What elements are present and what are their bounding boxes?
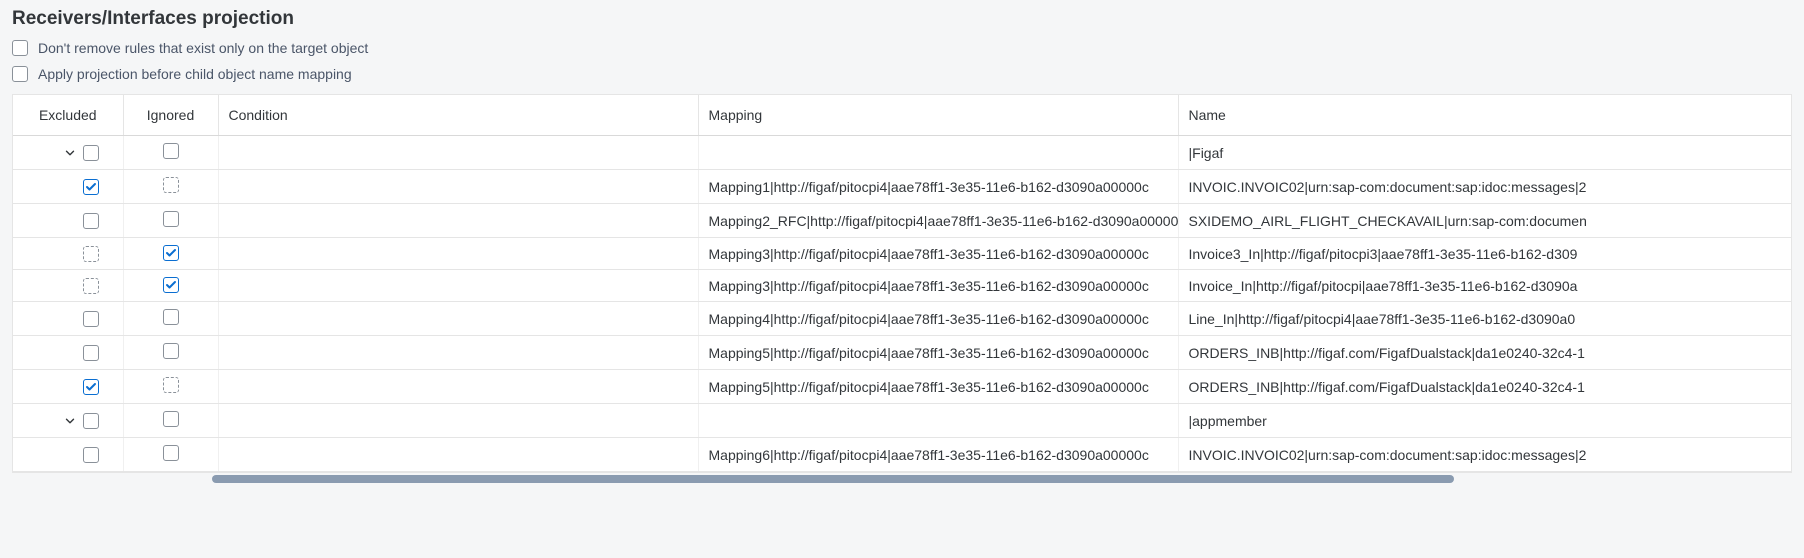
dont-remove-label: Don't remove rules that exist only on th… [38,40,368,56]
condition-cell[interactable] [218,370,698,404]
name-cell[interactable]: |appmember [1178,404,1791,438]
table-row[interactable]: Mapping6|http://figaf/pitocpi4|aae78ff1-… [13,438,1791,472]
option-apply-projection: Apply projection before child object nam… [12,66,1792,82]
ignored-checkbox[interactable] [163,211,179,227]
option-dont-remove: Don't remove rules that exist only on th… [12,40,1792,56]
dont-remove-checkbox[interactable] [12,40,28,56]
scroll-thumb[interactable] [212,475,1454,483]
col-header-condition[interactable]: Condition [218,95,698,136]
table-row[interactable]: Mapping3|http://figaf/pitocpi4|aae78ff1-… [13,238,1791,270]
page-title: Receivers/Interfaces projection [12,8,1792,30]
col-header-ignored[interactable]: Ignored [123,95,218,136]
options-group: Don't remove rules that exist only on th… [12,40,1792,82]
apply-projection-label: Apply projection before child object nam… [38,66,352,82]
condition-cell[interactable] [218,404,698,438]
condition-cell[interactable] [218,170,698,204]
ignored-checkbox[interactable] [163,411,179,427]
mapping-cell[interactable]: Mapping2_RFC|http://figaf/pitocpi4|aae78… [698,204,1178,238]
mapping-cell[interactable]: Mapping1|http://figaf/pitocpi4|aae78ff1-… [698,170,1178,204]
excluded-checkbox[interactable] [83,413,99,429]
excluded-checkbox[interactable] [83,179,99,195]
name-cell[interactable]: Invoice_In|http://figaf/pitocpi|aae78ff1… [1178,270,1791,302]
condition-cell[interactable] [218,204,698,238]
ignored-checkbox[interactable] [163,277,179,293]
mapping-cell[interactable] [698,136,1178,170]
table-row[interactable]: Mapping4|http://figaf/pitocpi4|aae78ff1-… [13,302,1791,336]
table-row[interactable]: Mapping5|http://figaf/pitocpi4|aae78ff1-… [13,336,1791,370]
table-row[interactable]: |Figaf [13,136,1791,170]
ignored-checkbox[interactable] [163,177,179,193]
condition-cell[interactable] [218,270,698,302]
excluded-checkbox[interactable] [83,345,99,361]
condition-cell[interactable] [218,336,698,370]
name-cell[interactable]: Line_In|http://figaf/pitocpi4|aae78ff1-3… [1178,302,1791,336]
mapping-cell[interactable]: Mapping3|http://figaf/pitocpi4|aae78ff1-… [698,238,1178,270]
mapping-cell[interactable]: Mapping5|http://figaf/pitocpi4|aae78ff1-… [698,370,1178,404]
table-row[interactable]: Mapping5|http://figaf/pitocpi4|aae78ff1-… [13,370,1791,404]
name-cell[interactable]: Invoice3_In|http://figaf/pitocpi3|aae78f… [1178,238,1791,270]
mapping-cell[interactable]: Mapping6|http://figaf/pitocpi4|aae78ff1-… [698,438,1178,472]
excluded-checkbox[interactable] [83,213,99,229]
condition-cell[interactable] [218,302,698,336]
projection-table: Excluded Ignored Condition Mapping Name … [12,94,1792,473]
ignored-checkbox[interactable] [163,343,179,359]
mapping-cell[interactable] [698,404,1178,438]
name-cell[interactable]: INVOIC.INVOIC02|urn:sap-com:document:sap… [1178,170,1791,204]
excluded-checkbox[interactable] [83,278,99,294]
table-row[interactable]: Mapping3|http://figaf/pitocpi4|aae78ff1-… [13,270,1791,302]
condition-cell[interactable] [218,136,698,170]
ignored-checkbox[interactable] [163,245,179,261]
chevron-down-icon[interactable] [63,414,77,428]
col-header-excluded[interactable]: Excluded [13,95,123,136]
name-cell[interactable]: ORDERS_INB|http://figaf.com/FigafDualsta… [1178,370,1791,404]
excluded-checkbox[interactable] [83,447,99,463]
mapping-cell[interactable]: Mapping5|http://figaf/pitocpi4|aae78ff1-… [698,336,1178,370]
mapping-cell[interactable]: Mapping4|http://figaf/pitocpi4|aae78ff1-… [698,302,1178,336]
condition-cell[interactable] [218,238,698,270]
chevron-down-icon[interactable] [63,146,77,160]
mapping-cell[interactable]: Mapping3|http://figaf/pitocpi4|aae78ff1-… [698,270,1178,302]
horizontal-scrollbar[interactable] [12,473,1792,485]
table-header-row: Excluded Ignored Condition Mapping Name [13,95,1791,136]
excluded-checkbox[interactable] [83,145,99,161]
ignored-checkbox[interactable] [163,377,179,393]
apply-projection-checkbox[interactable] [12,66,28,82]
excluded-checkbox[interactable] [83,311,99,327]
name-cell[interactable]: INVOIC.INVOIC02|urn:sap-com:document:sap… [1178,438,1791,472]
col-header-name[interactable]: Name [1178,95,1791,136]
table-row[interactable]: |appmember [13,404,1791,438]
name-cell[interactable]: SXIDEMO_AIRL_FLIGHT_CHECKAVAIL|urn:sap-c… [1178,204,1791,238]
ignored-checkbox[interactable] [163,445,179,461]
excluded-checkbox[interactable] [83,379,99,395]
name-cell[interactable]: |Figaf [1178,136,1791,170]
table-row[interactable]: Mapping1|http://figaf/pitocpi4|aae78ff1-… [13,170,1791,204]
condition-cell[interactable] [218,438,698,472]
table-row[interactable]: Mapping2_RFC|http://figaf/pitocpi4|aae78… [13,204,1791,238]
ignored-checkbox[interactable] [163,143,179,159]
ignored-checkbox[interactable] [163,309,179,325]
col-header-mapping[interactable]: Mapping [698,95,1178,136]
excluded-checkbox[interactable] [83,246,99,262]
name-cell[interactable]: ORDERS_INB|http://figaf.com/FigafDualsta… [1178,336,1791,370]
